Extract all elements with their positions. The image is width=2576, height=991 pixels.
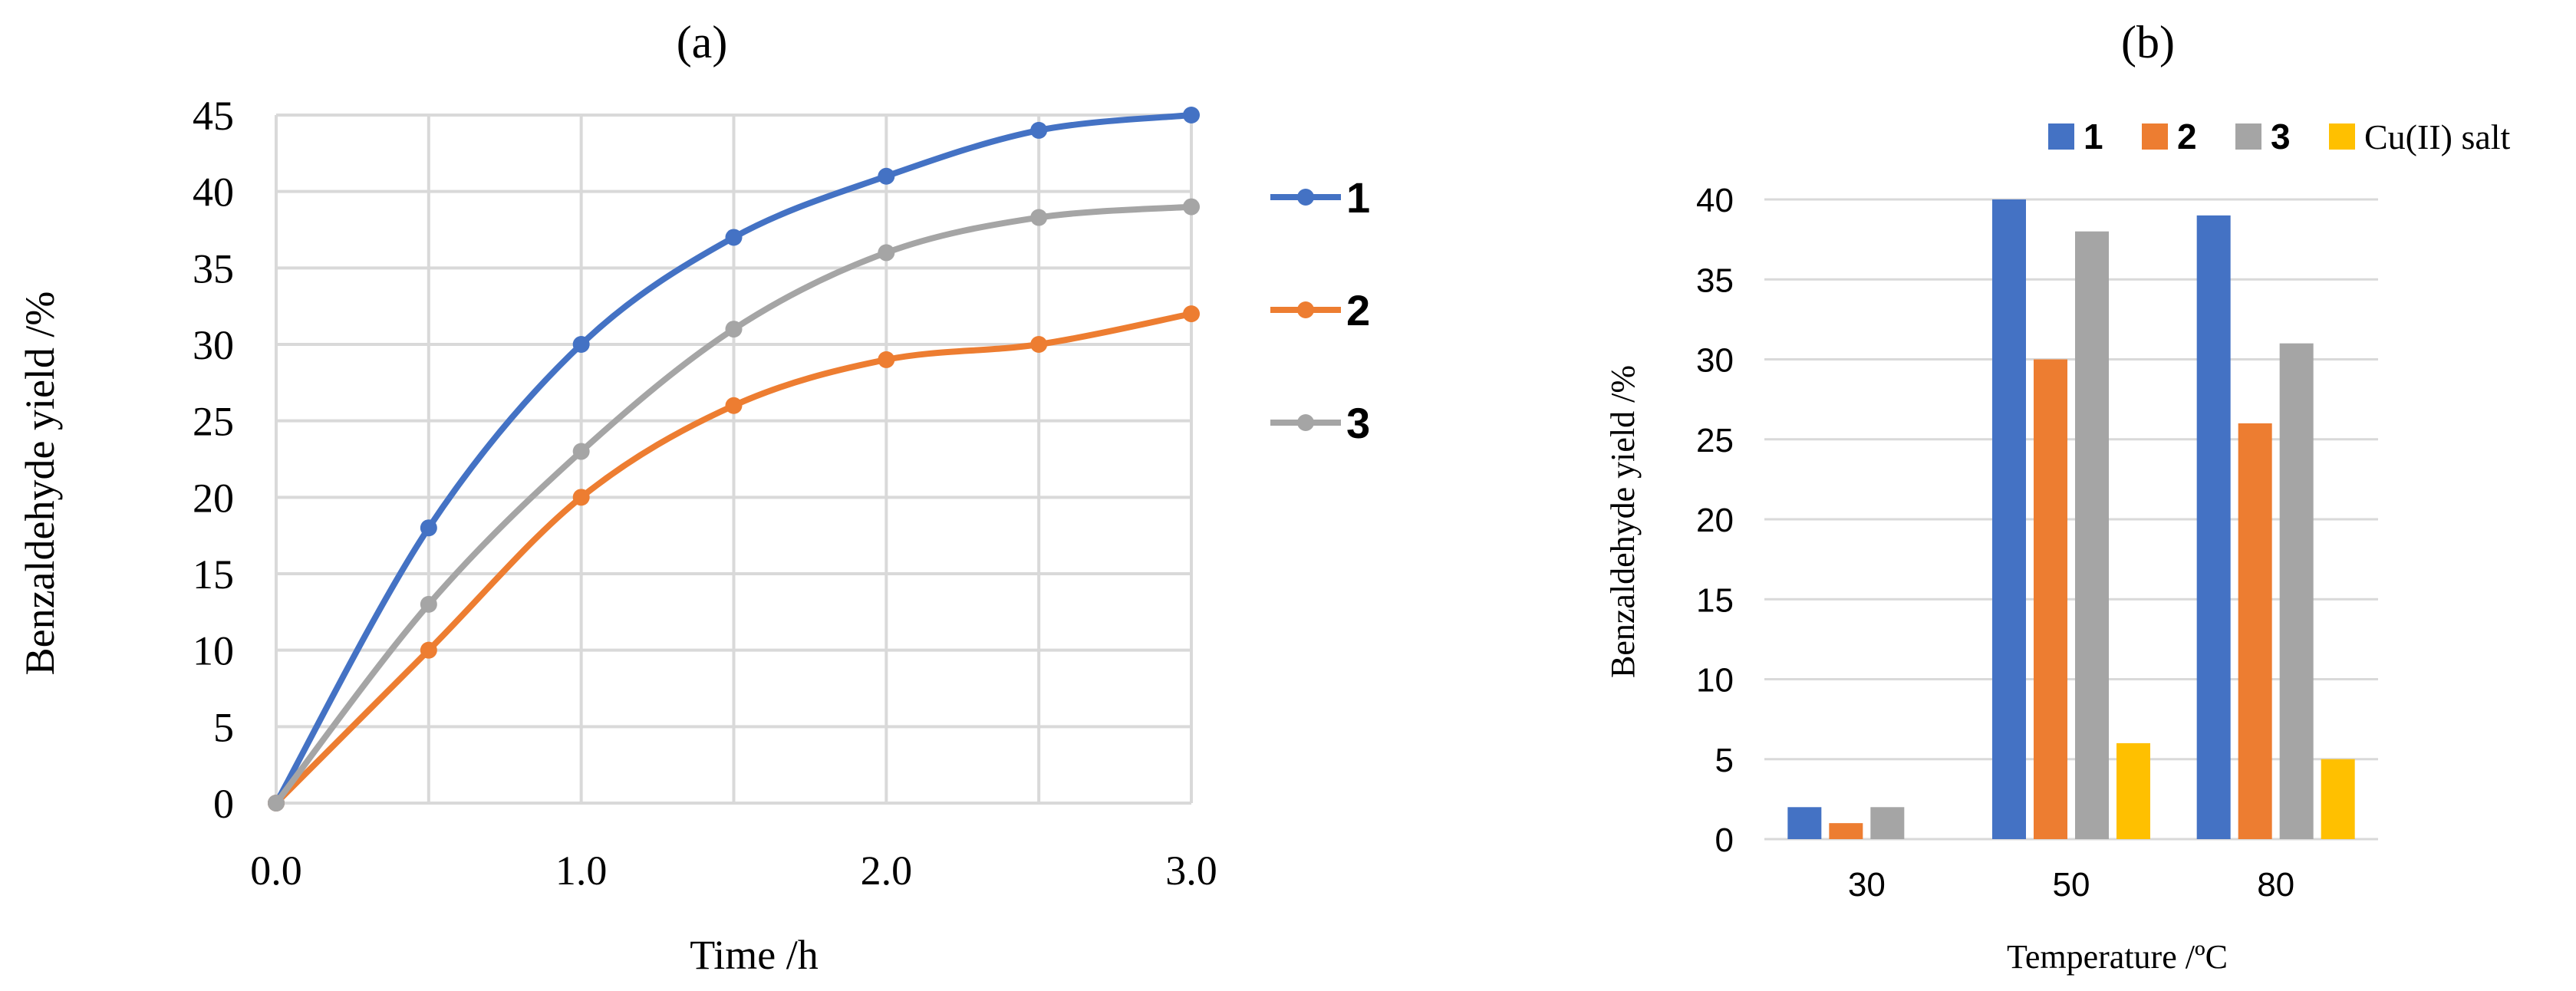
series-a: [268, 107, 1200, 812]
legend-label-3: 3: [1346, 399, 1370, 447]
legend-swatch-3: [2235, 123, 2261, 150]
y-axis-label-a: Benzaldehyde yield /%: [17, 291, 63, 676]
bar-3-50: [2075, 231, 2109, 839]
data-point-3: [878, 244, 895, 262]
y-tick-label: 35: [193, 245, 234, 291]
x-tick-label: 0.0: [250, 848, 302, 894]
data-point-2: [878, 351, 895, 368]
data-point-2: [725, 397, 743, 414]
data-point-1: [420, 519, 437, 537]
y-tick-label: 40: [1696, 182, 1734, 219]
legend-label-Cu(II) salt: Cu(II) salt: [2364, 117, 2511, 156]
legend-marker-1: [1297, 189, 1314, 206]
y-tick-label: 5: [213, 704, 234, 750]
bar-chart-b: (b) 0 5 10 15 20 25 30 35 40 30 50 80 Benzaldehyde…: [1604, 17, 2511, 976]
data-point-3: [1030, 209, 1048, 226]
y-tick-label: 10: [1696, 662, 1734, 700]
data-point-2: [420, 641, 437, 659]
y-tick-label: 10: [193, 628, 234, 674]
legend-label-2: 2: [1346, 286, 1370, 334]
legend-label-2: 2: [2177, 117, 2197, 156]
legend-b: 1 2 3 Cu(II) salt: [2048, 117, 2511, 156]
bar-1-80: [2196, 215, 2231, 840]
data-point-3: [725, 321, 743, 338]
y-tick-label: 20: [193, 475, 234, 521]
y-tick-label: 20: [1696, 502, 1734, 539]
bar-2-30: [1829, 823, 1863, 839]
legend-a: 1 2 3: [1270, 173, 1370, 447]
bar-1-30: [1787, 807, 1822, 839]
x-tick-label: 3.0: [1165, 848, 1217, 894]
bar-Cu(II) salt-80: [2321, 759, 2355, 839]
data-point-1: [572, 336, 590, 353]
data-point-3: [268, 795, 285, 812]
data-point-1: [1183, 107, 1200, 123]
panel-label-a: (a): [677, 17, 728, 67]
bars-b: [1787, 199, 2355, 840]
y-tick-label: 40: [193, 170, 234, 216]
bar-2-50: [2034, 359, 2067, 839]
y-tick-label: 30: [193, 322, 234, 368]
bar-Cu(II) salt-50: [2116, 742, 2150, 839]
bar-1-50: [1992, 199, 2026, 839]
x-tick-label: 30: [1848, 866, 1886, 904]
data-point-1: [725, 229, 743, 246]
legend-marker-2: [1297, 301, 1314, 318]
x-tick-label: 2.0: [861, 848, 913, 894]
y-tick-labels-a: 0 5 10 15 20 25 30 35 40 45: [193, 93, 234, 827]
data-point-3: [1183, 198, 1200, 216]
data-point-2: [572, 489, 590, 506]
x-tick-label: 1.0: [555, 848, 608, 894]
y-tick-label: 45: [193, 93, 234, 139]
legend-label-1: 1: [1346, 173, 1370, 222]
legend-swatch-2: [2142, 123, 2168, 150]
x-axis-label-b: Temperature /ºC: [2007, 938, 2228, 976]
data-point-2: [1183, 305, 1200, 323]
panel-label-b: (b): [2121, 17, 2175, 67]
bar-3-80: [2279, 343, 2314, 839]
y-tick-labels-b: 0 5 10 15 20 25 30 35 40: [1696, 182, 1734, 859]
line-chart-a: (a) 0 5 10 15 20 25 30 35 40 45 0.0 1.0 2.0 3.0 Benz…: [17, 17, 1370, 978]
y-tick-label: 25: [1696, 422, 1734, 459]
x-axis-label-a: Time /h: [690, 932, 819, 978]
y-tick-label: 25: [193, 399, 234, 445]
y-tick-label: 0: [1715, 821, 1734, 859]
grid-b: [1764, 198, 2378, 841]
data-point-2: [1030, 336, 1048, 353]
y-tick-label: 15: [193, 551, 234, 598]
y-tick-label: 15: [1696, 581, 1734, 619]
x-tick-label: 50: [2053, 866, 2090, 904]
bar-3-30: [1870, 807, 1905, 839]
legend-marker-3: [1297, 414, 1314, 431]
y-tick-label: 5: [1715, 742, 1734, 779]
y-tick-label: 35: [1696, 262, 1734, 299]
y-tick-label: 0: [213, 781, 234, 827]
data-point-1: [1030, 121, 1048, 139]
x-tick-label: 80: [2257, 866, 2294, 904]
x-tick-labels-a: 0.0 1.0 2.0 3.0: [250, 848, 1217, 894]
y-axis-label-b: Benzaldehyde yield /%: [1604, 365, 1642, 678]
bar-2-80: [2238, 423, 2272, 839]
legend-label-1: 1: [2084, 117, 2103, 156]
y-tick-label: 30: [1696, 342, 1734, 380]
legend-swatch-1: [2048, 123, 2074, 150]
legend-swatch-Cu(II) salt: [2329, 123, 2355, 150]
x-tick-labels-b: 30 50 80: [1848, 866, 2294, 904]
legend-label-3: 3: [2271, 117, 2291, 156]
data-point-3: [420, 595, 437, 613]
data-point-1: [878, 167, 895, 185]
data-point-3: [572, 443, 590, 460]
